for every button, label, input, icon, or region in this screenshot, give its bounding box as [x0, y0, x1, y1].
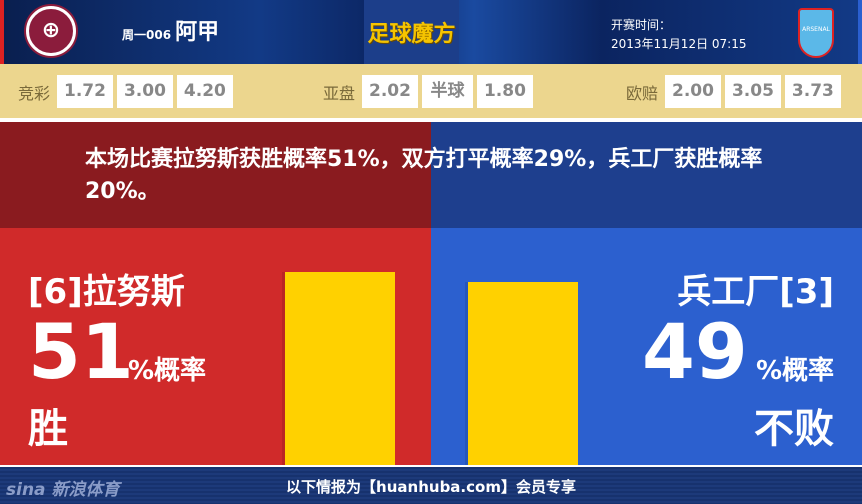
- away-team-name: 兵工厂[3]: [677, 272, 834, 312]
- probability-summary: 本场比赛拉努斯获胜概率51%，双方打平概率29%，兵工厂获胜概率20%。: [85, 147, 763, 204]
- home-team-name: [6]拉努斯: [28, 272, 185, 312]
- away-result: 不败: [754, 406, 834, 452]
- home-team-logo: ⊕: [26, 6, 76, 56]
- footer: sina 新浪体育 以下情报为【huanhuba.com】会员专享: [0, 465, 862, 504]
- sina-sports-logo: sina 新浪体育: [6, 480, 120, 500]
- odds-yapan: 亚盘 2.02 半球 1.80: [323, 75, 533, 108]
- odds-oupei: 欧赔 2.00 3.05 3.73: [626, 75, 841, 108]
- match-info: 周一006 阿甲: [122, 20, 220, 45]
- kickoff: 开赛时间： 2013年11月12日 07:15: [611, 18, 747, 51]
- header: ⊕ 周一006 阿甲 足球魔方 开赛时间： 2013年11月12日 07:15 AR…: [0, 0, 862, 64]
- away-team-logo: ARSENAL: [798, 8, 834, 58]
- away-percent: 49: [642, 307, 748, 396]
- league: 阿甲: [175, 20, 220, 45]
- home-probability-bar: [285, 272, 395, 465]
- away-probability-bar: [468, 281, 578, 465]
- home-percent: 51: [28, 307, 134, 396]
- odds-bar: 竞彩 1.72 3.00 4.20 亚盘 2.02 半球 1.80 欧赔 2.0…: [0, 64, 862, 120]
- brand-logo: 足球魔方: [364, 0, 459, 64]
- footer-text: 以下情报为【huanhuba.com】会员专享: [286, 478, 576, 496]
- home-result: 胜: [28, 406, 68, 452]
- odds-jingcai: 竞彩 1.72 3.00 4.20: [18, 75, 233, 108]
